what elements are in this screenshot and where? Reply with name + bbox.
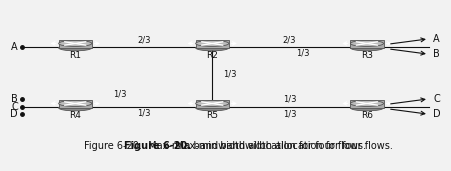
Ellipse shape	[350, 105, 383, 111]
Ellipse shape	[59, 45, 92, 51]
Ellipse shape	[350, 45, 383, 51]
Text: R6: R6	[361, 111, 373, 120]
Text: 1/3: 1/3	[283, 94, 296, 103]
Text: B: B	[433, 49, 440, 59]
Text: 1/3: 1/3	[223, 70, 237, 79]
Ellipse shape	[196, 101, 229, 107]
Text: 2/3: 2/3	[137, 36, 151, 45]
Ellipse shape	[59, 101, 92, 107]
Text: R3: R3	[361, 51, 373, 60]
Text: 1/3: 1/3	[137, 108, 151, 117]
Text: 1/3: 1/3	[283, 110, 296, 119]
Text: A: A	[433, 34, 440, 44]
Text: C: C	[11, 102, 18, 111]
Text: R5: R5	[206, 111, 218, 120]
Bar	[196, 40, 229, 48]
Text: A: A	[11, 42, 18, 51]
Ellipse shape	[59, 41, 92, 47]
Text: R1: R1	[69, 51, 81, 60]
Ellipse shape	[59, 105, 92, 111]
Text: Figure 6-20.: Figure 6-20.	[124, 141, 191, 151]
Bar	[59, 100, 92, 108]
Bar	[196, 100, 229, 108]
Text: 1/3: 1/3	[296, 48, 310, 57]
Bar	[350, 100, 383, 108]
Ellipse shape	[350, 41, 383, 47]
Text: D: D	[433, 109, 441, 119]
Text: C: C	[433, 94, 440, 104]
Ellipse shape	[196, 45, 229, 51]
Bar	[350, 40, 383, 48]
Bar	[59, 40, 92, 48]
Text: Max-min bandwidth allocation for four flows.: Max-min bandwidth allocation for four fl…	[175, 141, 392, 151]
Ellipse shape	[196, 105, 229, 111]
Text: 1/3: 1/3	[113, 90, 126, 99]
Text: D: D	[10, 109, 18, 119]
Text: Figure 6-20.  Max-min bandwidth allocation for four flows.: Figure 6-20. Max-min bandwidth allocatio…	[84, 141, 367, 151]
Text: 2/3: 2/3	[283, 36, 296, 45]
Ellipse shape	[196, 41, 229, 47]
Text: B: B	[11, 94, 18, 104]
Ellipse shape	[350, 101, 383, 107]
Text: R4: R4	[69, 111, 81, 120]
Text: R2: R2	[206, 51, 218, 60]
